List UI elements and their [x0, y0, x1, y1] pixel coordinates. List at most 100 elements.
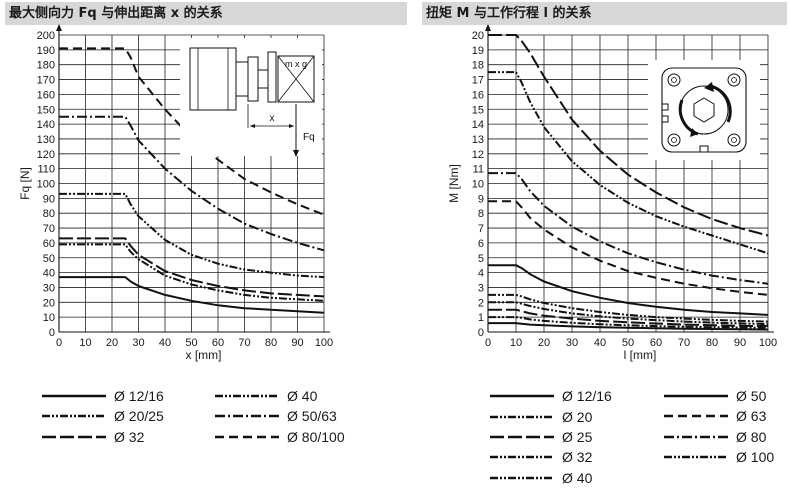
- series-line: [59, 192, 325, 279]
- chart2-legend: Ø 12/16 Ø 20 Ø 25 Ø 32 Ø 40 Ø 50 Ø 63 Ø 80 Ø 100: [490, 388, 774, 486]
- y-tick-label: 190: [37, 45, 55, 57]
- inset-fq-label: Fq: [303, 132, 315, 143]
- series-line: [488, 316, 769, 329]
- y-tick-label: 150: [37, 104, 55, 116]
- legend-label: Ø 40: [562, 470, 593, 486]
- y-tick-label: 20: [472, 30, 484, 42]
- legend-label: Ø 32: [562, 449, 593, 465]
- legend-label: Ø 12/16: [562, 388, 612, 404]
- legend-label: Ø 20/25: [114, 408, 164, 424]
- chart2-title-bar: 扭矩 M 与工作行程 l 的关系: [422, 2, 787, 25]
- x-tick-label: 100: [315, 337, 333, 349]
- legend-label: Ø 40: [287, 388, 318, 404]
- x-tick-label: 90: [291, 337, 303, 349]
- inset-x-label: x: [270, 113, 275, 124]
- y-tick-label: 5: [478, 253, 484, 265]
- bolt-hole-inner: [671, 137, 677, 143]
- y-tick-label: 160: [37, 89, 55, 101]
- y-tick-label: 14: [472, 119, 484, 131]
- y-axis-arrow: [485, 24, 491, 31]
- x-tick-label: 10: [510, 337, 522, 349]
- actuator-flange: [235, 61, 249, 97]
- series-line: [488, 264, 769, 316]
- series-line: [488, 200, 769, 296]
- bolt-hole-inner: [731, 77, 737, 83]
- legend-label: Ø 100: [736, 449, 774, 465]
- y-tick-label: 11: [473, 164, 484, 176]
- y-tick-label: 9: [478, 193, 484, 205]
- legend-label: Ø 80: [736, 429, 767, 445]
- series-line: [59, 115, 325, 252]
- y-tick-label: 3: [478, 282, 484, 294]
- piston-rod: [257, 69, 269, 89]
- flange-notch: [699, 145, 709, 152]
- y-tick-label: 10: [472, 179, 484, 191]
- series-line: [59, 243, 325, 302]
- chart1-title: 最大侧向力 Fq 与伸出距离 x 的关系: [9, 6, 223, 21]
- x-tick-label: 70: [238, 337, 250, 349]
- hex-shaft-icon: [693, 97, 715, 123]
- x-tick-label: 90: [734, 337, 746, 349]
- y-tick-label: 200: [37, 30, 55, 42]
- y-tick-label: 120: [37, 149, 55, 161]
- legend-label: Ø 50: [736, 388, 767, 404]
- y-tick-label: 180: [37, 60, 55, 72]
- legend-label: Ø 80/100: [287, 429, 345, 445]
- x-tick-label: 30: [566, 337, 578, 349]
- x-tick-label: 50: [185, 337, 197, 349]
- legend-label: Ø 12/16: [114, 388, 164, 404]
- y-tick-label: 30: [43, 282, 55, 294]
- x-tick-label: 40: [594, 337, 606, 349]
- y-tick-label: 20: [43, 297, 55, 309]
- y-tick-label: 90: [43, 193, 55, 205]
- y-tick-label: 7: [478, 223, 484, 235]
- y-tick-label: 60: [43, 238, 55, 250]
- chart2-inset-diagram: [648, 60, 760, 160]
- x-tick-label: 0: [485, 337, 491, 349]
- bolt-hole-inner: [671, 77, 677, 83]
- series-line: [488, 293, 769, 323]
- x-tick-label: 20: [106, 337, 118, 349]
- y-tick-label: 80: [43, 208, 55, 220]
- y-tick-label: 8: [478, 208, 484, 220]
- legend-label: Ø 32: [114, 429, 145, 445]
- load-diagonal: [277, 55, 315, 103]
- y-tick-label: 140: [37, 119, 55, 131]
- series-line: [59, 237, 325, 298]
- y-tick-label: 6: [478, 238, 484, 250]
- series-line: [488, 322, 769, 331]
- y-tick-label: 40: [43, 268, 55, 280]
- legend-label: Ø 25: [562, 429, 593, 445]
- x-tick-label: 40: [159, 337, 171, 349]
- x-tick-label: 70: [678, 337, 690, 349]
- y-tick-label: 2: [478, 297, 484, 309]
- y-tick-label: 0: [49, 327, 55, 339]
- chart1-title-bar: 最大侧向力 Fq 与伸出距离 x 的关系: [5, 2, 407, 25]
- y-tick-label: 4: [478, 268, 484, 280]
- actuator-collar: [247, 56, 259, 102]
- flange-notch: [662, 103, 669, 123]
- y-tick-label: 19: [472, 45, 484, 57]
- y-tick-label: 13: [472, 134, 484, 146]
- y-tick-label: 130: [37, 134, 55, 146]
- x-tick-label: 100: [759, 337, 777, 349]
- legend-label: Ø 50/63: [287, 408, 337, 424]
- x-axis-label: x [mm]: [186, 348, 222, 362]
- actuator-body: [189, 47, 237, 111]
- y-axis-arrow: [56, 24, 62, 31]
- x-tick-label: 20: [538, 337, 550, 349]
- y-tick-label: 18: [472, 60, 484, 72]
- y-tick-label: 10: [43, 312, 55, 324]
- torque-arc: [709, 84, 732, 123]
- x-tick-label: 80: [706, 337, 718, 349]
- series-line: [488, 34, 769, 237]
- series-line: [59, 276, 325, 314]
- x-tick-label: 60: [212, 337, 224, 349]
- x-tick-label: 60: [650, 337, 662, 349]
- inset-mass-label: m x g: [285, 59, 307, 69]
- legend-label: Ø 63: [736, 408, 767, 424]
- dim-arrow-icon: [250, 124, 255, 128]
- y-tick-label: 17: [472, 75, 484, 87]
- dim-arrow-icon: [289, 124, 294, 128]
